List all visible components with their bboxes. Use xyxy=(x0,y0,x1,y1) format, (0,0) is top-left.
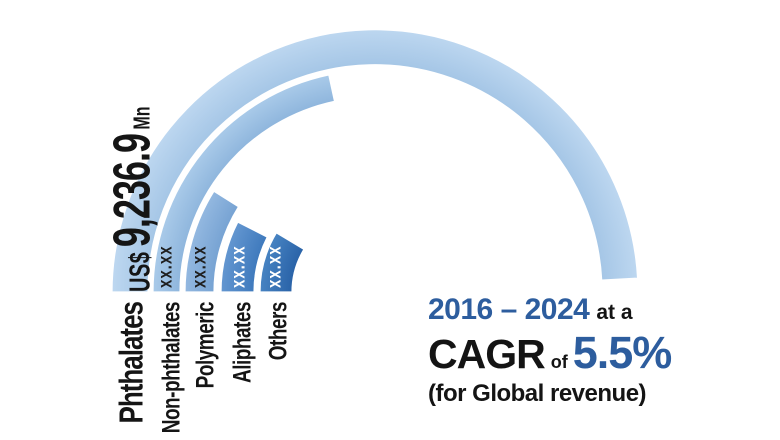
arc-segment-phthalates xyxy=(111,29,639,293)
arc-segment-others xyxy=(259,231,305,293)
segment-label-polymeric: Polymeric xyxy=(192,302,220,389)
cagr-annotation: 2016 – 2024 at a CAGR of 5.5% (for Global… xyxy=(428,295,673,407)
phthalates-headline-value: US$ 9,236.9 Mn xyxy=(102,106,161,292)
segment-value-polymeric: xx.xx xyxy=(188,245,211,288)
arc-segment-aliphates xyxy=(220,221,269,293)
segment-label-non-phthalates: Non-phthalates xyxy=(158,302,186,434)
segment-value-aliphates: xx.xx xyxy=(227,245,250,288)
cagr-line: CAGR of 5.5% xyxy=(428,327,673,378)
segment-value-non-phthalates: xx.xx xyxy=(154,245,177,288)
segment-label-others: Others xyxy=(265,302,293,361)
segment-value-others: xx.xx xyxy=(263,245,286,288)
period-text: 2016 – 2024 xyxy=(428,293,590,326)
arc-segment-non-phthalates xyxy=(152,74,336,293)
arc-segment-polymeric xyxy=(184,190,240,293)
currency-label: US$ xyxy=(124,251,157,292)
cagr-value: 5.5% xyxy=(572,327,673,378)
amount-value: 9,236.9 xyxy=(101,134,162,248)
scope-note: (for Global revenue) xyxy=(428,380,647,407)
segment-label-aliphates: Aliphates xyxy=(229,302,257,384)
cagr-label: CAGR xyxy=(428,331,546,377)
cagr-of: of xyxy=(550,352,568,372)
segment-label-phthalates: Phthalates xyxy=(111,302,151,424)
unit-label: Mn xyxy=(130,106,156,130)
period-suffix: at a xyxy=(596,301,633,324)
period-line: 2016 – 2024 at a xyxy=(428,295,671,325)
